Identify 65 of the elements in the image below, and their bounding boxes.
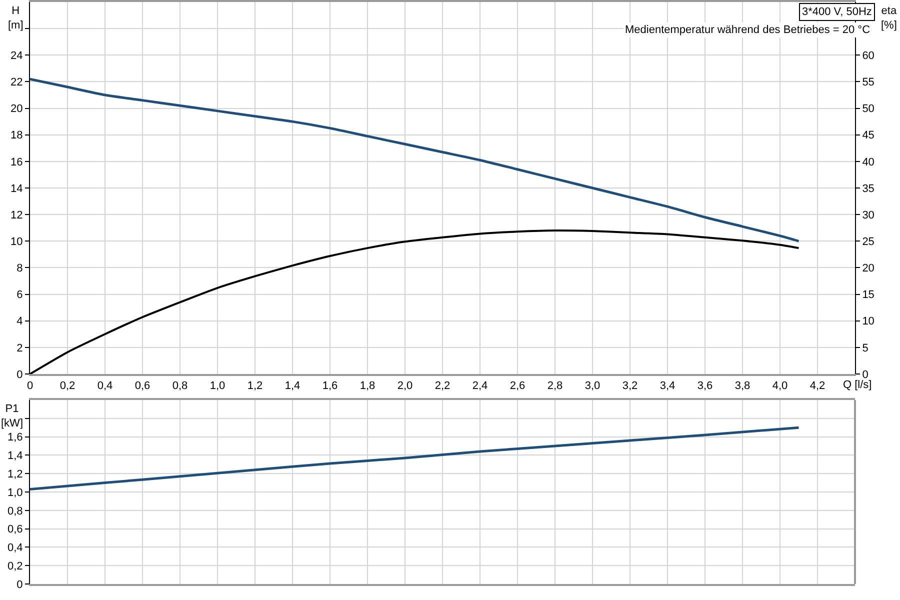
x-tick-label: 1,4 [284, 380, 300, 392]
y2-tick-label: 60 [862, 50, 874, 62]
y-tick-label: 0,6 [8, 524, 23, 536]
y-tick-label: 12 [10, 209, 23, 222]
y2-tick-label: 20 [862, 262, 874, 275]
y-tick-label: 0,4 [8, 542, 23, 554]
y2-tick-label: 30 [862, 209, 874, 222]
x-tick-label: 3,2 [622, 380, 638, 392]
x-tick-label: 2,8 [547, 380, 563, 392]
y-tick-label: 0,8 [8, 505, 23, 518]
x-tick-label: 2,4 [472, 380, 488, 392]
line-series [30, 78, 800, 242]
y2-tick-label: 10 [862, 316, 874, 328]
x-tick-label: 0,2 [60, 380, 76, 392]
y-tick-label: 1,6 [8, 432, 23, 444]
y-tick-label: 0 [16, 368, 23, 381]
x-tick-label: 1,8 [360, 380, 376, 392]
x-tick-label: 2,2 [434, 380, 450, 392]
x-tick-label: 4,2 [810, 380, 826, 392]
x-tick-label: 3,6 [697, 380, 713, 392]
y-tick-label: 8 [16, 262, 23, 275]
annotation: Medientemperatur während des Betriebes = 20 °C [625, 24, 870, 36]
y2-tick-label: 35 [862, 182, 874, 195]
y-tick-label: 24 [10, 50, 23, 62]
chart-title: 3*400 V, 50Hz [802, 6, 872, 18]
y-tick-label: 16 [10, 156, 23, 168]
x-tick-label: 1,2 [247, 380, 263, 392]
y-tick-label: 18 [10, 130, 23, 142]
y2-tick-label: 15 [862, 289, 874, 302]
x-tick-label: 1,0 [210, 380, 226, 392]
y-axis-title: P1 [kW] [1, 403, 23, 430]
x-tick-label: 0 [26, 380, 34, 392]
y2-tick-label: 5 [862, 342, 868, 354]
y2-tick-label: 40 [862, 156, 874, 168]
y-tick-label: 0,2 [8, 560, 23, 572]
y-tick-label: 1,0 [8, 486, 23, 499]
y-tick-label: 6 [16, 289, 23, 302]
y-tick-label: 14 [10, 182, 23, 195]
x-tick-label: 3,8 [734, 380, 750, 392]
y2-tick-label: 55 [862, 76, 874, 89]
y-tick-label: 1,2 [8, 468, 23, 480]
x-tick-label: 3,0 [584, 380, 600, 392]
y-tick-label: 20 [10, 103, 23, 116]
y2-axis-title: eta [%] [881, 5, 898, 32]
x-tick-label: 2,6 [510, 380, 526, 392]
line-series [30, 426, 800, 490]
x-tick-label: 3,4 [660, 380, 676, 392]
x-tick-label: 0,6 [134, 380, 150, 392]
y2-tick-label: 25 [862, 236, 874, 248]
y-tick-label: 22 [10, 76, 23, 89]
y2-tick-label: 0 [862, 368, 868, 381]
y-tick-label: 1,4 [8, 450, 23, 462]
y-tick-label: 10 [10, 236, 23, 248]
y-tick-label: 2 [16, 342, 23, 354]
x-axis-title: Q [l/s] [843, 379, 872, 391]
x-tick-label: 2,0 [397, 380, 413, 392]
y-tick-label: 0 [16, 578, 23, 591]
y-axis-title: H [m] [8, 5, 24, 32]
x-tick-label: 0,4 [97, 380, 113, 392]
y2-tick-label: 45 [862, 130, 874, 142]
x-tick-label: 0,8 [172, 380, 188, 392]
x-tick-label: 4,0 [772, 380, 788, 392]
y2-tick-label: 50 [862, 103, 874, 116]
x-tick-label: 1,6 [322, 380, 338, 392]
y-tick-label: 4 [16, 316, 23, 328]
